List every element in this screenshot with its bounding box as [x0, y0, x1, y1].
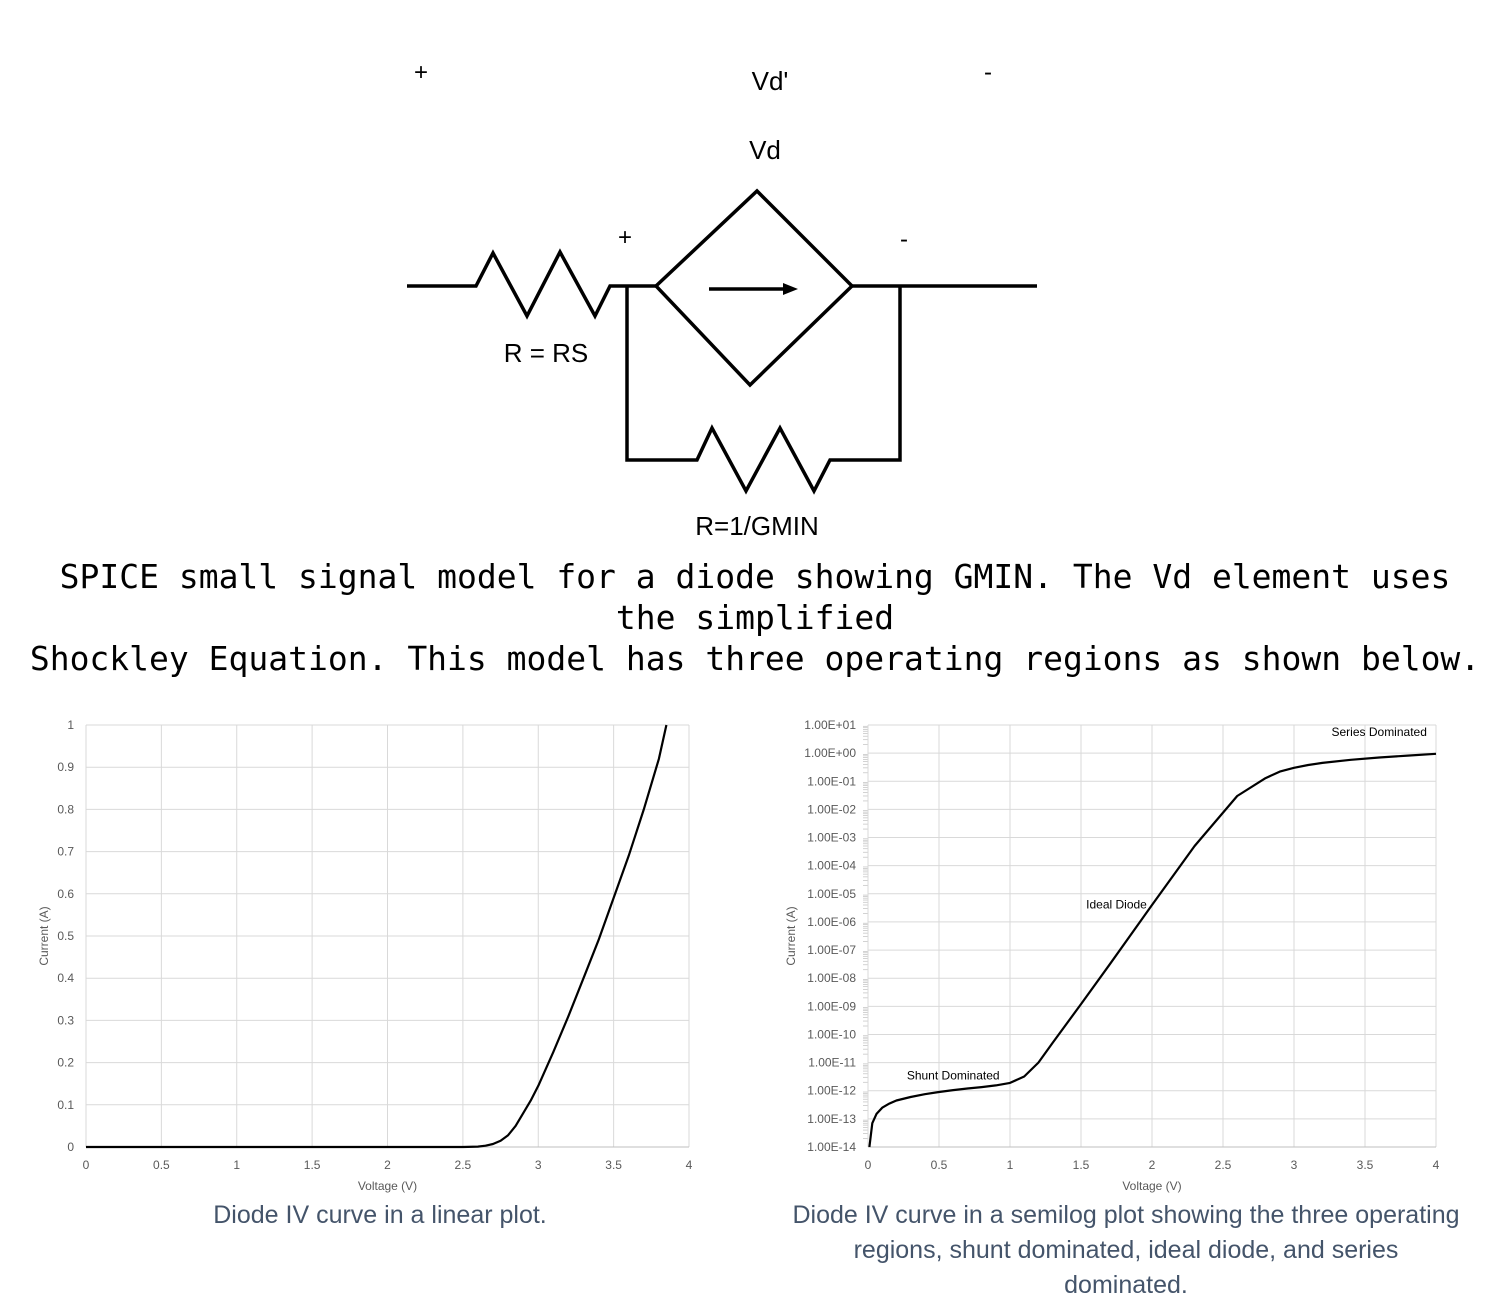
x-axis-title: Voltage (V) [358, 1179, 417, 1193]
vd-label: Vd [749, 135, 781, 165]
y-tick-label: 1.00E-02 [807, 802, 856, 816]
y-tick-label: 1.00E+00 [804, 746, 856, 760]
x-tick-label: 4 [1433, 1158, 1440, 1172]
semilog-caption-line-2: regions, shunt dominated, ideal diode, a… [853, 1236, 1399, 1264]
y-tick-label: 0 [67, 1140, 74, 1154]
semilog-caption-line-1: Diode IV curve in a semilog plot showing… [792, 1201, 1460, 1229]
x-tick-label: 2.5 [455, 1158, 472, 1172]
y-tick-label: 0.3 [57, 1013, 74, 1027]
x-tick-label: 0.5 [931, 1158, 948, 1172]
y-tick-label: 0.6 [57, 887, 74, 901]
circuit-wires [407, 188, 1037, 495]
y-tick-label: 1.00E-05 [807, 887, 856, 901]
x-tick-label: 0 [865, 1158, 872, 1172]
y-axis-title: Current (A) [37, 906, 51, 965]
y-tick-label: 0.1 [57, 1098, 74, 1112]
top-minus-sign: - [984, 59, 992, 86]
y-axis-title: Current (A) [784, 906, 798, 965]
diode-minus-sign: - [900, 226, 908, 253]
x-tick-label: 4 [686, 1158, 693, 1172]
region-annotation: Shunt Dominated [907, 1069, 1000, 1083]
y-tick-label: 1.00E-12 [807, 1084, 856, 1098]
y-tick-label: 0.8 [57, 802, 74, 816]
x-tick-label: 3.5 [1357, 1158, 1374, 1172]
x-tick-label: 0.5 [153, 1158, 170, 1172]
y-tick-label: 1.00E-11 [808, 1056, 856, 1070]
x-tick-label: 2 [384, 1158, 391, 1172]
region-annotation: Series Dominated [1332, 725, 1427, 739]
x-tick-label: 0 [83, 1158, 90, 1172]
y-tick-label: 0.2 [57, 1056, 74, 1070]
x-tick-label: 3.5 [605, 1158, 622, 1172]
y-tick-label: 1.00E-01 [807, 774, 856, 788]
arrow-head-icon [783, 283, 798, 295]
semilog-caption-line-3: dominated. [1064, 1271, 1188, 1299]
y-tick-label: 0.9 [57, 760, 74, 774]
y-tick-label: 1.00E-10 [807, 1027, 856, 1041]
y-tick-label: 1.00E-06 [807, 915, 856, 929]
x-tick-label: 1 [233, 1158, 240, 1172]
gmin-label: R=1/GMIN [695, 511, 819, 541]
x-axis-title: Voltage (V) [1122, 1179, 1181, 1193]
rs-label: R = RS [504, 338, 589, 368]
top-vd-prime-label: Vd' [752, 66, 789, 96]
semilog-chart-caption: Diode IV curve in a semilog plot showing… [766, 1198, 1486, 1303]
main-caption: SPICE small signal model for a diode sho… [20, 556, 1490, 679]
main-caption-line-2: Shockley Equation. This model has three … [29, 639, 1481, 678]
y-tick-label: 1.00E-08 [807, 971, 856, 985]
y-tick-label: 1.00E-03 [807, 831, 856, 845]
x-tick-label: 1.5 [1073, 1158, 1090, 1172]
linear-iv-chart: 0 0.5 1 1.5 2 2.5 3 3.5 4 0 0.1 0.2 0.3 0.4 0.5 0.6 0.7 0… [37, 718, 693, 1193]
x-tick-label: 1.5 [304, 1158, 321, 1172]
rs-resistor [407, 248, 656, 320]
y-tick-label: 1 [67, 718, 74, 732]
x-tick-label: 1 [1007, 1158, 1014, 1172]
top-plus-sign: + [414, 59, 428, 86]
x-tick-label: 3 [1291, 1158, 1298, 1172]
y-tick-label: 1.00E-13 [807, 1112, 856, 1126]
y-tick-label: 1.00E-09 [807, 999, 856, 1013]
y-tick-label: 1.00E-04 [807, 859, 856, 873]
y-tick-label: 1.00E-14 [807, 1140, 856, 1154]
x-tick-label: 3 [535, 1158, 542, 1172]
iv-curve-line [86, 724, 668, 1149]
y-tick-label: 0.5 [57, 929, 74, 943]
y-tick-label: 0.7 [57, 845, 74, 859]
y-tick-label: 1.00E+01 [804, 718, 856, 732]
linear-chart-caption: Diode IV curve in a linear plot. [213, 1201, 547, 1229]
y-tick-label: 0.4 [57, 971, 74, 985]
circuit-diagram: + Vd' - Vd + - R = RS R=1/GMIN [407, 59, 1037, 541]
y-tick-label: 1.00E-07 [807, 943, 856, 957]
semilog-iv-chart: 0 0.5 1 1.5 2 2.5 3 3.5 4 1.00E-14 1.00E-13 1.00E-1… [784, 718, 1440, 1193]
x-tick-label: 2 [1149, 1158, 1156, 1172]
main-caption-line-1: SPICE small signal model for a diode sho… [59, 557, 1451, 637]
diode-plus-sign: + [618, 224, 632, 251]
region-annotation: Ideal Diode [1086, 898, 1147, 912]
iv-curve-line [868, 752, 1437, 1148]
x-tick-label: 2.5 [1215, 1158, 1232, 1172]
gmin-branch [625, 286, 902, 495]
